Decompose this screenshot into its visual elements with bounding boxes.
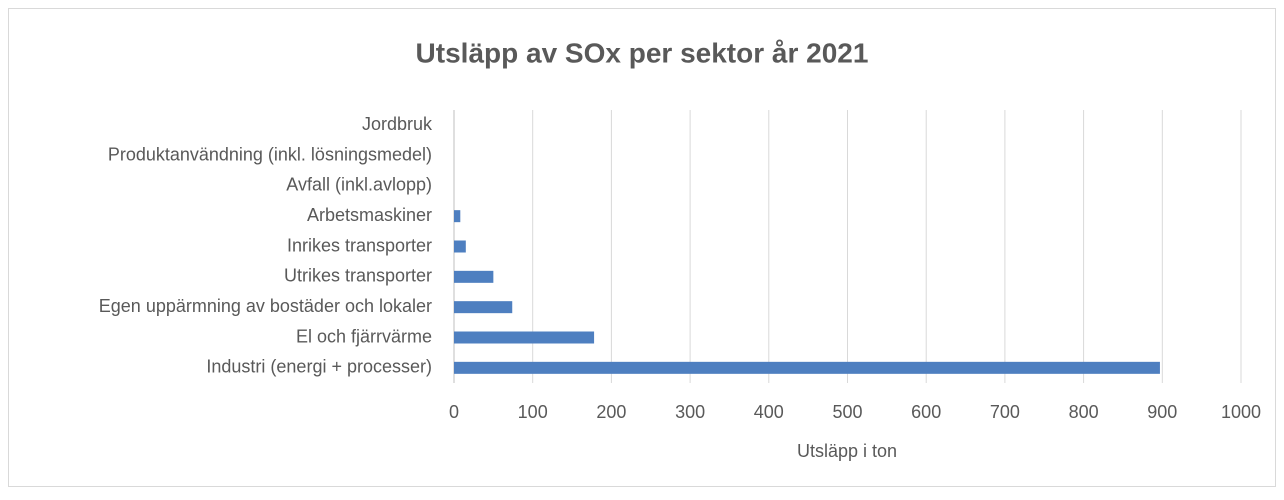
chart-border [8,8,1276,487]
chart-title: Utsläpp av SOx per sektor år 2021 [416,37,869,68]
x-tick-label: 600 [911,402,941,422]
x-tick-label: 700 [990,402,1020,422]
bar [454,270,494,283]
x-tick-label: 300 [675,402,705,422]
bar [454,361,1160,374]
x-axis-title: Utsläpp i ton [797,441,897,461]
bar [454,301,513,314]
x-tick-label: 200 [596,402,626,422]
y-tick-label: Jordbruk [362,114,433,134]
x-tick-label: 900 [1147,402,1177,422]
y-tick-label: Produktanvändning (inkl. lösningsmedel) [108,144,432,164]
bar [454,331,595,344]
x-tick-label: 1000 [1221,402,1261,422]
y-tick-label: El och fjärrvärme [296,326,432,346]
x-tick-label: 0 [449,402,459,422]
y-tick-label: Arbetsmaskiner [307,205,432,225]
x-tick-label: 100 [518,402,548,422]
y-tick-label: Avfall (inkl.avlopp) [286,175,432,195]
bar [454,240,466,253]
y-tick-label: Utrikes transporter [284,266,432,286]
bar [454,210,461,223]
x-tick-label: 500 [832,402,862,422]
x-tick-label: 800 [1069,402,1099,422]
y-tick-label: Industri (energi + processer) [206,357,432,377]
y-tick-label: Egen uppärmning av bostäder och lokaler [99,296,432,316]
x-tick-label: 400 [754,402,784,422]
y-tick-label: Inrikes transporter [287,235,432,255]
